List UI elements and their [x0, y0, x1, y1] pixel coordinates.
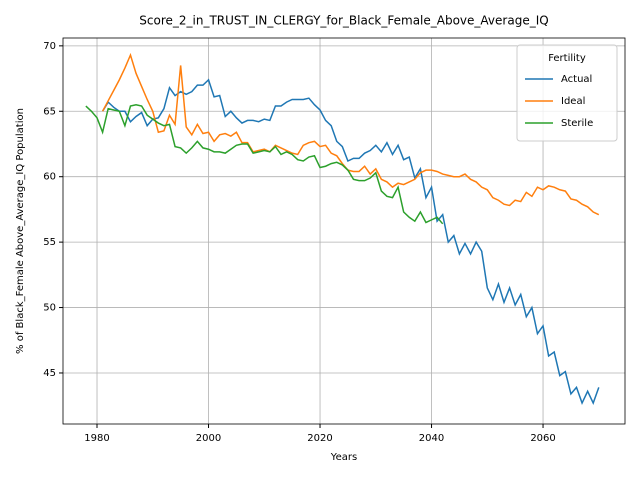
x-tick-label: 2040 — [419, 433, 444, 444]
x-tick-label: 2060 — [530, 433, 555, 444]
chart-title: Score_2_in_TRUST_IN_CLERGY_for_Black_Fem… — [139, 14, 548, 28]
y-tick-label: 45 — [43, 368, 56, 379]
legend-label: Sterile — [561, 118, 593, 129]
y-tick-label: 70 — [43, 41, 56, 52]
x-tick-label: 2020 — [307, 433, 332, 444]
plot-frame — [62, 37, 626, 425]
x-tick-label: 1980 — [84, 433, 109, 444]
y-tick-label: 65 — [43, 106, 56, 117]
data-line — [101, 52, 600, 216]
legend-box — [516, 44, 618, 142]
x-tick-label: 2000 — [196, 433, 221, 444]
y-tick-label: 55 — [43, 237, 56, 248]
legend-label: Actual — [561, 74, 592, 85]
y-tick-label: 60 — [43, 172, 56, 183]
x-axis-label: Years — [330, 452, 357, 463]
legend-title: Fertility — [548, 53, 586, 64]
y-tick-label: 50 — [43, 303, 56, 314]
data-line — [85, 103, 444, 225]
data-line — [101, 78, 600, 406]
legend-label: Ideal — [561, 96, 585, 107]
y-axis-label: % of Black_Female Above_Average_IQ Popul… — [15, 108, 26, 354]
